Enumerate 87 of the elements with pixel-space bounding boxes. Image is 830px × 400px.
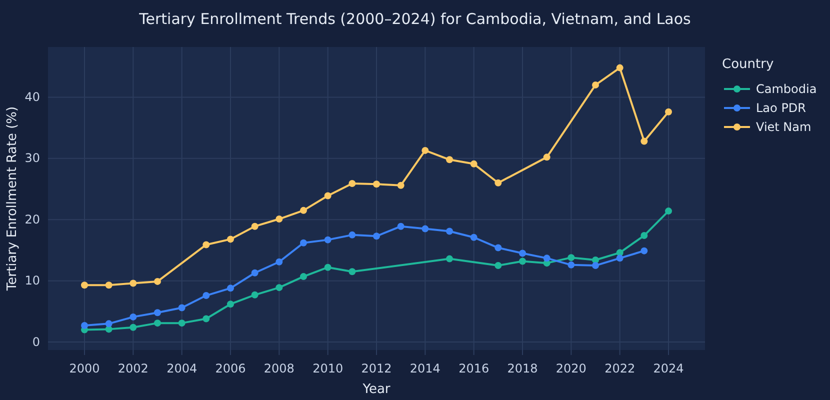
point (130, 313, 137, 320)
point (324, 264, 332, 271)
y-tick-label: 10 (24, 274, 40, 288)
point (105, 282, 112, 289)
y-tick-label: 30 (24, 151, 40, 166)
point (422, 225, 429, 232)
legend-title: Country (722, 57, 774, 72)
point (373, 180, 380, 188)
point (543, 154, 550, 161)
point (592, 262, 599, 270)
point (202, 292, 210, 300)
point (276, 284, 283, 292)
point (640, 232, 648, 240)
point (178, 320, 186, 327)
point (348, 231, 356, 238)
x-tick-label: 2004 (166, 361, 198, 376)
point (251, 222, 258, 230)
point (130, 280, 137, 287)
point (154, 320, 161, 327)
legend-label: Viet Nam (756, 120, 812, 134)
point (227, 300, 234, 308)
point (227, 284, 234, 292)
point (300, 273, 307, 280)
y-tick-label: 40 (24, 90, 40, 104)
point (470, 234, 478, 241)
point (276, 216, 283, 223)
point (81, 322, 88, 330)
point (446, 156, 453, 164)
x-tick-label: 2012 (361, 361, 392, 376)
point (105, 320, 112, 328)
point (251, 291, 258, 298)
point (130, 324, 137, 331)
x-tick-label: 2008 (264, 361, 294, 376)
x-tick-label: 2014 (410, 361, 440, 376)
point (397, 182, 404, 189)
legend-label: Lao PDR (756, 101, 806, 115)
x-tick-label: 2002 (118, 361, 148, 376)
y-tick-label: 20 (24, 212, 40, 226)
point (81, 282, 88, 289)
point (422, 146, 429, 154)
point (494, 262, 502, 270)
point (251, 269, 258, 276)
x-tick-label: 2010 (312, 361, 344, 376)
point (397, 222, 404, 230)
point (178, 304, 186, 312)
chart-title: Tertiary Enrollment Trends (2000–2024) for Cambodia, Vietnam, and Laos (138, 10, 692, 28)
point (446, 228, 453, 235)
point (568, 261, 575, 268)
point (568, 254, 575, 262)
point (154, 278, 161, 285)
legend-label: Cambodia (756, 82, 817, 96)
point (348, 180, 356, 188)
x-tick-label: 2006 (215, 361, 246, 376)
point (324, 192, 332, 200)
point (494, 244, 502, 252)
point (616, 254, 624, 262)
point (494, 179, 502, 186)
x-tick-label: 2018 (507, 361, 538, 376)
point (470, 160, 478, 168)
point (276, 258, 283, 266)
point (640, 247, 648, 254)
point (519, 258, 526, 265)
point (154, 309, 161, 316)
point (227, 236, 234, 243)
x-tick-label: 2022 (604, 361, 636, 376)
point (300, 206, 307, 214)
point (640, 138, 648, 145)
point (324, 236, 332, 244)
point (665, 108, 672, 116)
x-tick-label: 2000 (69, 361, 100, 376)
x-tick-label: 2024 (653, 361, 684, 376)
y-axis-title: Tertiary Enrollment Rate (%) (5, 106, 20, 292)
point (519, 250, 526, 257)
point (348, 268, 356, 276)
x-tick-label: 2016 (458, 361, 490, 376)
point (300, 239, 307, 246)
point (446, 255, 453, 262)
point (202, 315, 210, 322)
point (616, 64, 624, 72)
point (543, 254, 550, 262)
x-tick-label: 2020 (556, 361, 586, 376)
point (373, 232, 380, 240)
point (592, 81, 599, 88)
y-tick-label: 0 (32, 334, 40, 349)
x-axis-title: Year (362, 382, 391, 397)
point (665, 208, 672, 215)
point (202, 241, 210, 248)
